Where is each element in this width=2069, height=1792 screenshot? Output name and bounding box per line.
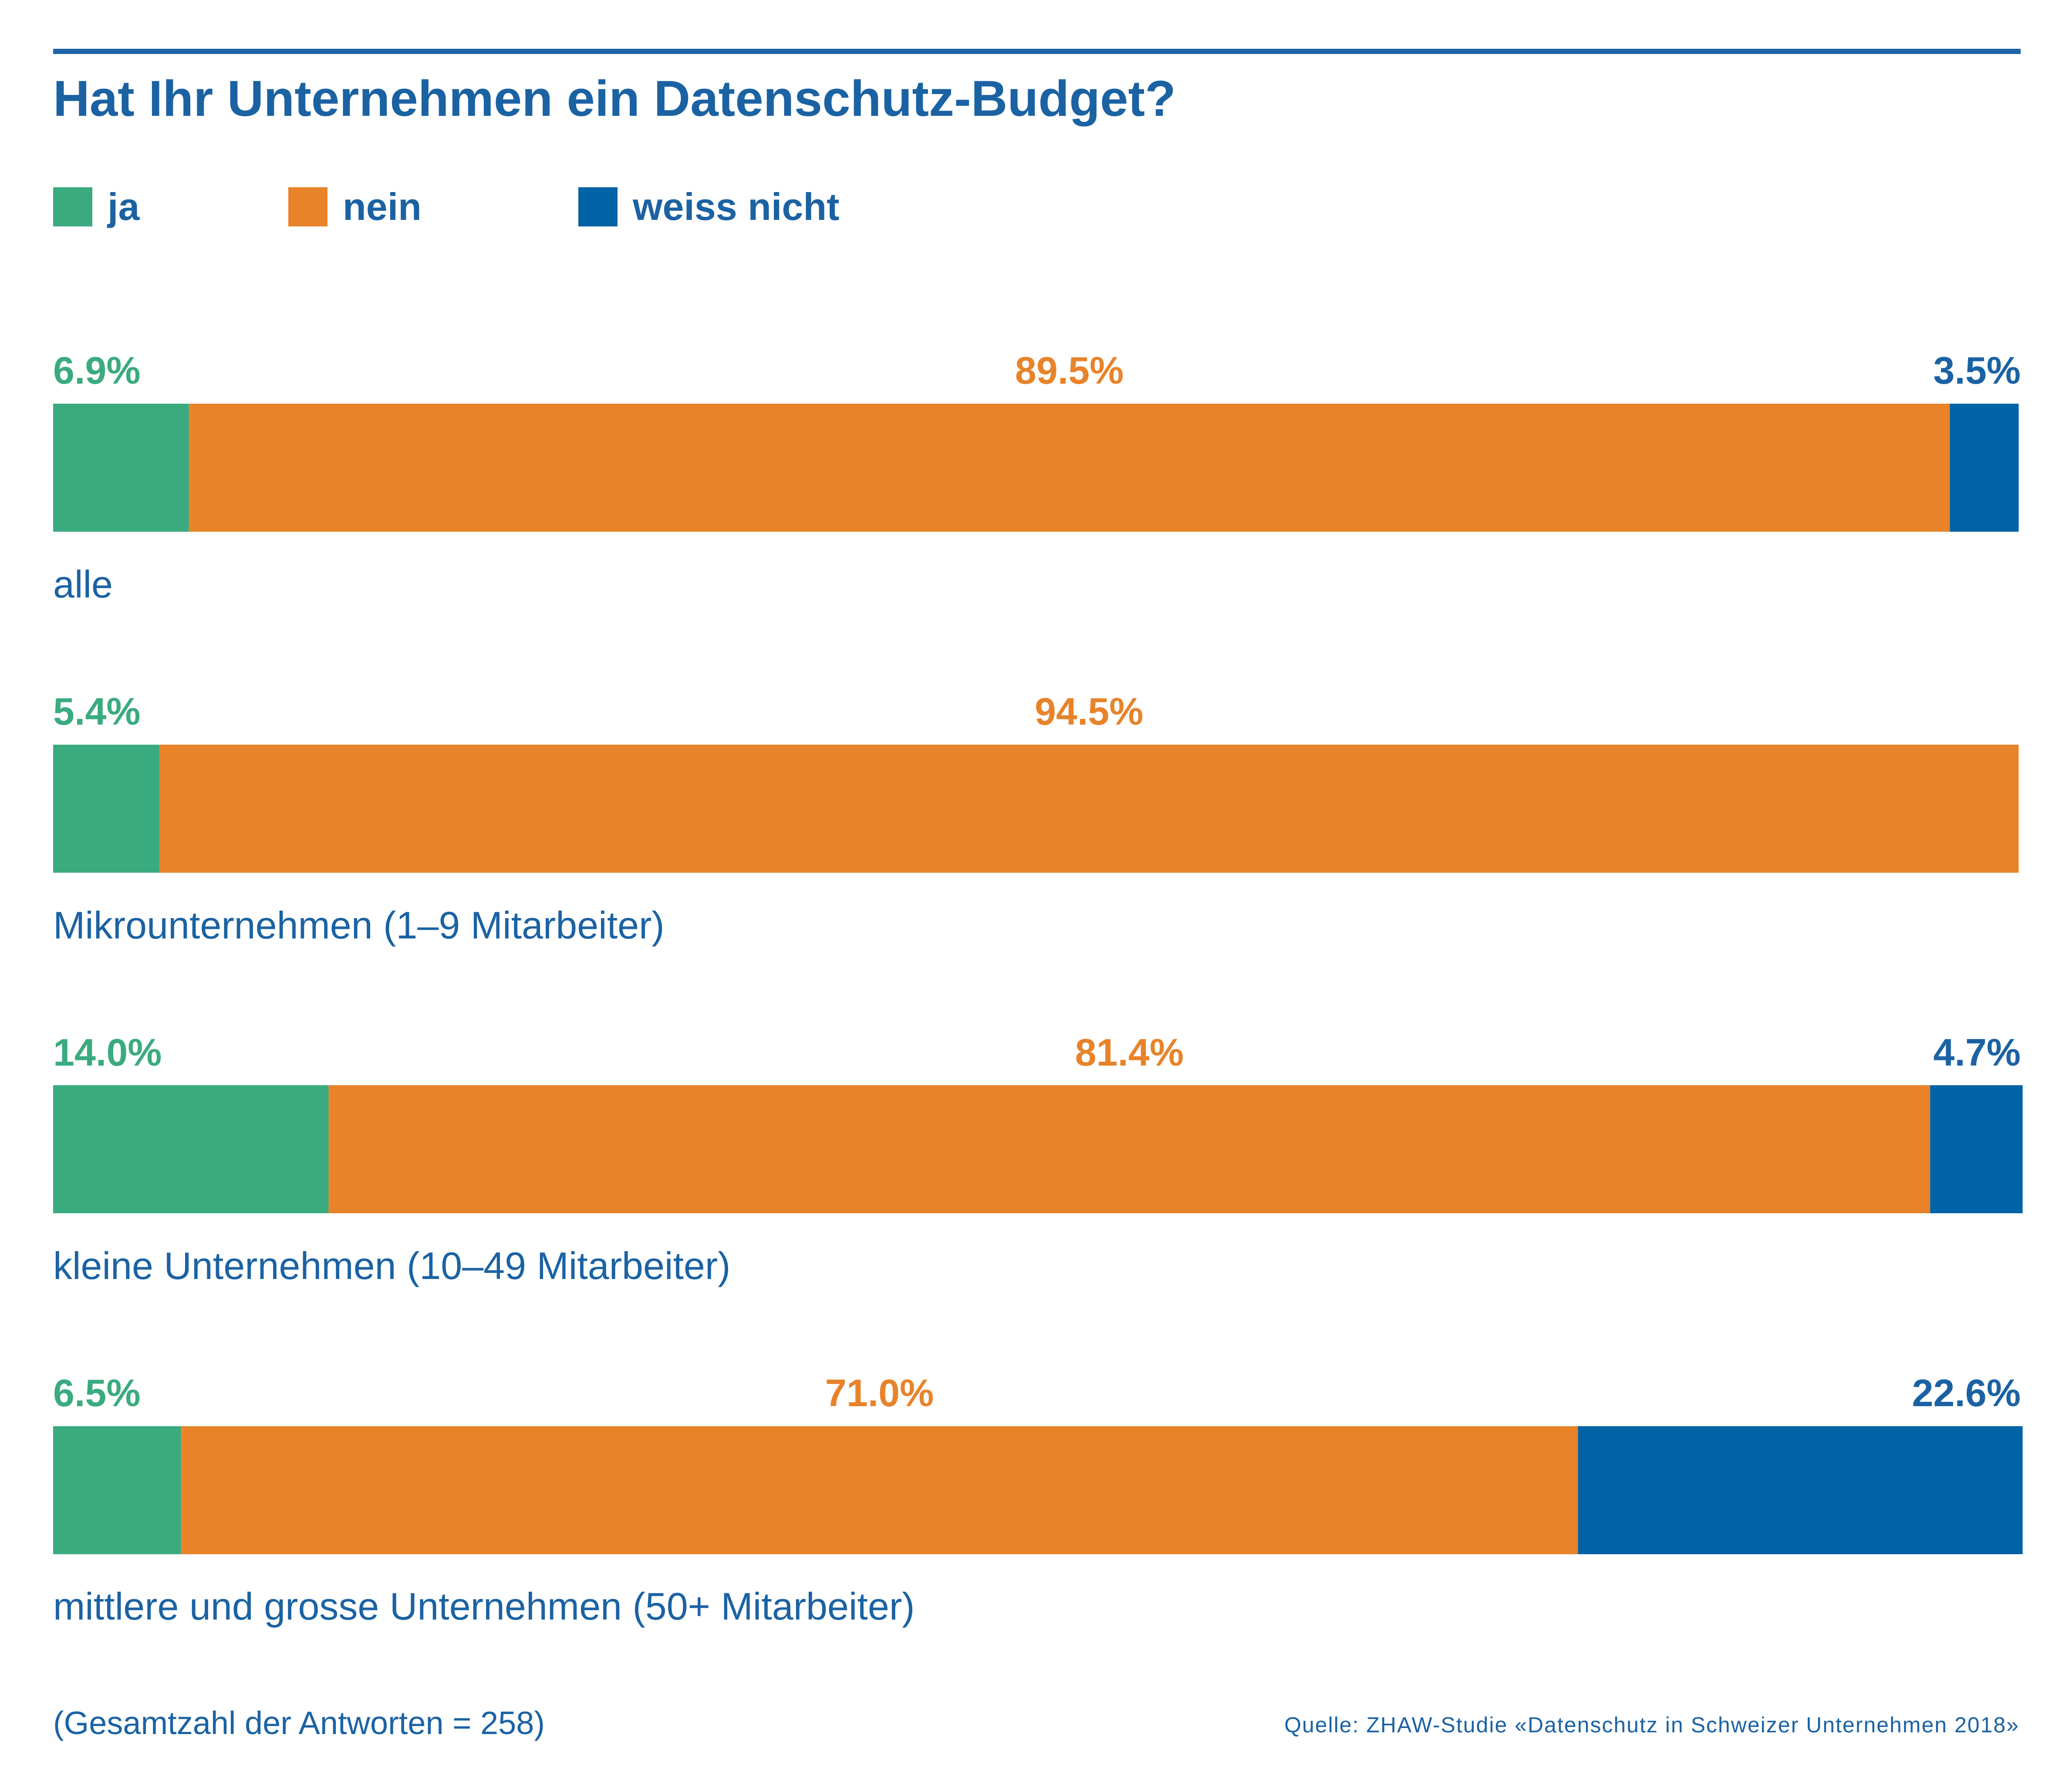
bar-segment-0-2	[1950, 404, 2019, 532]
bar-segment-3-1	[181, 1426, 1578, 1554]
bar-segment-2-2	[1930, 1085, 2023, 1213]
legend-swatch-0	[53, 187, 92, 226]
value-label-2-2: 4.7%	[1933, 1031, 2021, 1074]
legend-swatch-2	[578, 187, 618, 226]
source-note: Quelle: ZHAW-Studie «Datenschutz in Schw…	[1284, 1713, 2019, 1737]
bar-segment-2-1	[328, 1085, 1931, 1213]
value-label-1-1: 94.5%	[1035, 690, 1144, 733]
value-label-3-0: 6.5%	[53, 1371, 141, 1414]
category-label-3: mittlere und grosse Unternehmen (50+ Mit…	[53, 1585, 915, 1628]
value-label-0-1: 89.5%	[1015, 349, 1124, 392]
bar-segment-1-1	[159, 745, 2019, 873]
bar-segment-0-1	[189, 404, 1950, 532]
value-label-1-0: 5.4%	[53, 690, 141, 733]
value-label-3-1: 71.0%	[825, 1371, 934, 1414]
legend-label-1: nein	[343, 185, 422, 228]
bar-segment-1-0	[53, 745, 159, 873]
value-label-2-0: 14.0%	[53, 1031, 162, 1074]
bars: 6.9% 89.5% 3.5% alle 5.4% 94.5% Mikrounternehm…	[53, 349, 2023, 1628]
value-label-2-1: 81.4%	[1075, 1031, 1184, 1074]
category-label-1: Mikrounternehmen (1–9 Mitarbeiter)	[53, 904, 665, 947]
legend: ja nein weiss nicht	[53, 185, 839, 228]
bar-segment-0-0	[53, 404, 189, 532]
bar-segment-2-0	[53, 1085, 329, 1213]
chart-title: Hat Ihr Unternehmen ein Datenschutz-Budg…	[53, 70, 1176, 127]
legend-label-2: weiss nicht	[632, 185, 839, 228]
legend-label-0: ja	[107, 185, 140, 228]
value-label-0-2: 3.5%	[1933, 349, 2021, 392]
bar-segment-3-0	[53, 1426, 181, 1554]
value-label-0-0: 6.9%	[53, 349, 141, 392]
category-label-0: alle	[53, 563, 113, 606]
top-rule	[53, 49, 2021, 54]
legend-swatch-1	[288, 187, 327, 226]
category-label-2: kleine Unternehmen (10–49 Mitarbeiter)	[53, 1244, 730, 1287]
response-count-note: (Gesamtzahl der Antworten = 258)	[53, 1705, 545, 1741]
bar-segment-3-2	[1578, 1426, 2023, 1554]
value-label-3-2: 22.6%	[1912, 1371, 2021, 1414]
